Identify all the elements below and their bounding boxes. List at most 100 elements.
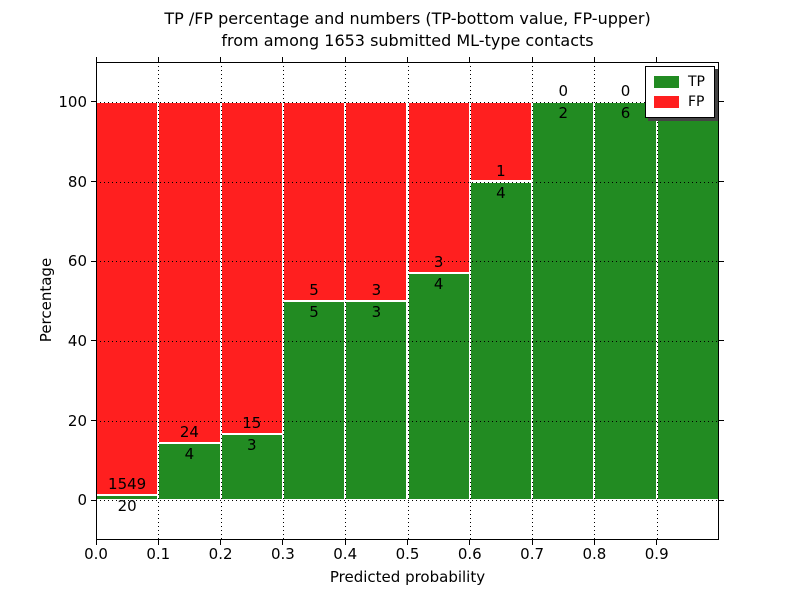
x-tick-label: 0.9 — [644, 545, 669, 563]
bar-tp-segment — [345, 301, 408, 501]
y-tick — [91, 260, 96, 262]
x-tick-label: 0.2 — [208, 545, 233, 563]
bar-fp-segment — [345, 101, 408, 301]
x-tick-label: 0.7 — [520, 545, 545, 563]
bars-layer — [96, 62, 719, 540]
legend-label-fp: FP — [688, 94, 705, 110]
bar-fp-segment — [158, 101, 221, 444]
gridline-vertical — [345, 62, 347, 540]
x-tick — [344, 540, 346, 545]
tp-count-label: 5 — [309, 303, 319, 321]
x-tick — [220, 540, 222, 545]
x-tick-top — [593, 57, 595, 62]
legend-label-tp: TP — [688, 74, 705, 90]
bar-fp-segment — [282, 101, 346, 301]
x-tick — [95, 540, 97, 545]
tp-count-label: 20 — [117, 497, 137, 516]
y-tick-right — [719, 420, 724, 421]
y-tick-label: 80 — [67, 172, 87, 191]
bar-fp-segment — [96, 101, 159, 496]
fp-count-label: 15 — [242, 413, 262, 432]
chart-title-line2: from among 1653 submitted ML-type contac… — [221, 31, 594, 50]
y-tick-right — [719, 101, 724, 103]
legend: TP FP — [645, 66, 715, 118]
gridline-vertical — [469, 62, 471, 540]
y-tick — [91, 181, 96, 182]
tp-count-label: 3 — [246, 435, 257, 454]
x-tick-top — [344, 57, 346, 62]
gridline-vertical — [656, 62, 658, 540]
bar-tp-segment — [407, 272, 470, 501]
fp-count-label: 1 — [496, 161, 506, 180]
x-tick-label: 0.8 — [582, 545, 607, 563]
y-tick-right — [719, 260, 724, 262]
tp-count-label: 6 — [620, 103, 631, 122]
x-tick — [469, 540, 471, 545]
fp-count-label: 3 — [371, 281, 382, 299]
fp-count-label: 0 — [558, 81, 569, 100]
y-tick — [91, 499, 96, 501]
x-tick-label: 0.3 — [270, 545, 295, 563]
y-axis-label: Percentage — [37, 257, 55, 343]
x-tick — [531, 540, 533, 545]
x-tick-label: 0.0 — [84, 545, 108, 563]
x-tick — [407, 540, 408, 545]
fp-count-label: 5 — [309, 281, 319, 299]
chart-title: TP /FP percentage and numbers (TP-bottom… — [96, 8, 719, 52]
x-tick-top — [656, 57, 658, 62]
y-tick — [91, 420, 96, 421]
gridline-vertical — [594, 62, 596, 540]
gridline-vertical — [407, 62, 409, 540]
bar-fp-segment — [407, 101, 470, 273]
grid-layer — [96, 62, 719, 540]
x-tick — [157, 540, 159, 545]
x-tick — [282, 540, 284, 545]
gridline-vertical — [158, 62, 160, 540]
x-tick-top — [469, 57, 471, 62]
bar-tp-segment — [532, 101, 595, 501]
x-tick-top — [157, 57, 159, 62]
bar-fp-segment — [469, 101, 533, 182]
legend-item-fp: FP — [654, 92, 705, 112]
fp-count-label: 0 — [620, 81, 631, 100]
y-tick-right — [719, 340, 724, 342]
y-tick — [91, 101, 96, 103]
x-tick-top — [531, 57, 533, 62]
bar-tp-segment — [220, 433, 283, 501]
gridline-vertical — [220, 62, 222, 540]
tp-count-label: 4 — [496, 183, 506, 202]
legend-swatch-tp — [654, 76, 679, 88]
x-tick-top — [95, 57, 97, 62]
tp-count-label: 2 — [558, 103, 569, 122]
fp-count-label: 3 — [433, 252, 444, 271]
bar-tp-segment — [594, 101, 657, 501]
y-tick-label: 40 — [67, 331, 87, 350]
y-tick-label: 100 — [58, 92, 87, 111]
gridline-vertical — [532, 62, 534, 540]
y-tick-right — [719, 181, 724, 182]
x-tick-label: 0.5 — [395, 545, 420, 563]
x-axis-label: Predicted probability — [329, 568, 486, 586]
y-tick-label: 20 — [67, 411, 87, 430]
fp-count-label: 24 — [179, 423, 199, 442]
gridline-vertical — [282, 62, 284, 540]
x-tick-label: 0.4 — [333, 545, 358, 563]
tp-count-label: 3 — [371, 303, 382, 321]
x-tick-label: 0.1 — [146, 545, 171, 563]
chart-title-line1: TP /FP percentage and numbers (TP-bottom… — [164, 9, 651, 28]
y-tick-label: 60 — [67, 252, 87, 271]
x-tick-top — [282, 57, 284, 62]
bar-tp-segment — [282, 301, 346, 501]
x-tick-label: 0.6 — [457, 545, 482, 563]
y-tick — [91, 340, 96, 342]
x-tick — [656, 540, 658, 545]
plot-area: 15492024415355333414020602 — [96, 62, 719, 540]
x-tick-top — [220, 57, 222, 62]
fp-count-label: 1549 — [108, 475, 147, 494]
tp-count-label: 4 — [433, 274, 444, 293]
legend-swatch-fp — [654, 96, 679, 108]
bar-tp-segment — [656, 101, 719, 501]
x-tick — [593, 540, 595, 545]
bar-fp-segment — [220, 101, 283, 434]
